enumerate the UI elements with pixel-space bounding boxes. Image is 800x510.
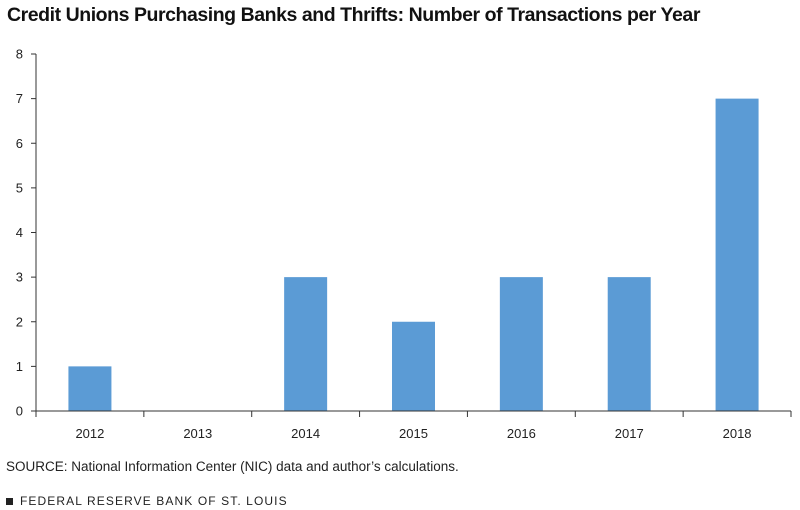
bar-chart: 0 1 2 3 4 5 6 7 8 2012 2013 2014 2015 2016 2017 2018: [16, 47, 792, 441]
bar-2015: [392, 321, 435, 411]
source-note: SOURCE: National Information Center (NIC…: [6, 459, 459, 474]
y-tick-label: 0: [16, 404, 23, 419]
x-tick-label: 2014: [291, 426, 320, 441]
bars: [68, 98, 759, 411]
y-tick-label: 2: [16, 314, 23, 329]
x-tick-label: 2018: [723, 426, 752, 441]
y-tick-label: 7: [16, 91, 23, 106]
x-axis-ticks: 2012 2013 2014 2015 2016 2017 2018: [35, 411, 792, 441]
x-tick-label: 2016: [507, 426, 536, 441]
x-tick-label: 2017: [615, 426, 644, 441]
footer-label: FEDERAL RESERVE BANK OF ST. LOUIS: [20, 494, 288, 508]
bar-2017: [607, 277, 651, 411]
bar-2014: [284, 277, 328, 411]
bar-2016: [499, 277, 543, 411]
y-axis-ticks: 0 1 2 3 4 5 6 7 8: [16, 47, 36, 419]
y-tick-label: 8: [16, 47, 23, 62]
y-tick-label: 3: [16, 270, 23, 285]
footer-square-icon: [6, 497, 13, 505]
chart-title: Credit Unions Purchasing Banks and Thrif…: [7, 4, 700, 26]
y-tick-label: 6: [16, 136, 23, 151]
y-tick-label: 5: [16, 180, 23, 195]
x-tick-label: 2013: [183, 426, 212, 441]
x-tick-label: 2015: [399, 426, 428, 441]
footer: FEDERAL RESERVE BANK OF ST. LOUIS: [6, 494, 288, 508]
bar-2012: [68, 366, 112, 411]
bar-2018: [715, 98, 759, 411]
x-tick-label: 2012: [75, 426, 104, 441]
y-tick-label: 1: [16, 359, 23, 374]
y-tick-label: 4: [16, 225, 23, 240]
